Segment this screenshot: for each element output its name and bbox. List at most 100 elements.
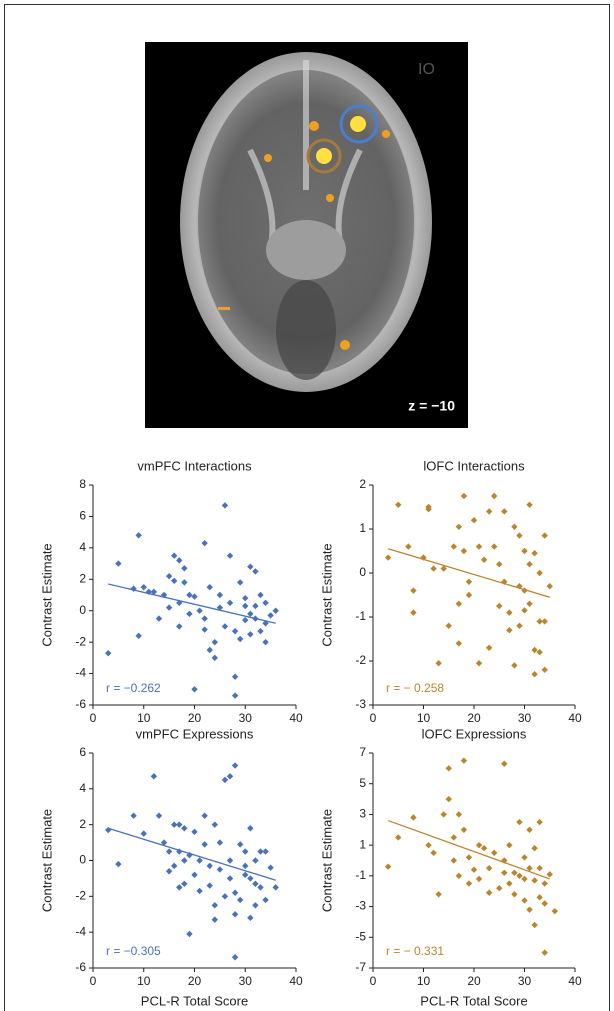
point bbox=[207, 647, 213, 653]
point bbox=[222, 623, 228, 629]
point bbox=[247, 825, 253, 831]
y-tick-label: 4 bbox=[79, 540, 86, 554]
x-tick-label: 30 bbox=[239, 711, 253, 725]
point bbox=[237, 636, 243, 642]
y-tick-label: 0 bbox=[79, 853, 86, 867]
point bbox=[262, 848, 268, 854]
corner-label: IO bbox=[418, 61, 435, 78]
point bbox=[516, 873, 522, 879]
point bbox=[217, 592, 223, 598]
point bbox=[536, 894, 542, 900]
point bbox=[451, 834, 457, 840]
point bbox=[222, 502, 228, 508]
point bbox=[242, 863, 248, 869]
point bbox=[181, 857, 187, 863]
x-tick-label: 20 bbox=[188, 711, 202, 725]
point bbox=[166, 604, 172, 610]
point bbox=[481, 557, 487, 563]
point bbox=[176, 623, 182, 629]
point bbox=[201, 626, 207, 632]
point bbox=[176, 557, 182, 563]
point bbox=[481, 845, 487, 851]
point bbox=[521, 876, 527, 882]
point bbox=[247, 631, 253, 637]
point bbox=[115, 560, 121, 566]
point bbox=[232, 890, 238, 896]
point bbox=[466, 592, 472, 598]
point bbox=[456, 601, 462, 607]
point bbox=[237, 897, 243, 903]
y-axis-label: Contrast Estimate bbox=[39, 543, 54, 646]
fit-line bbox=[108, 584, 275, 623]
point bbox=[385, 554, 391, 560]
y-tick-label: -4 bbox=[75, 924, 86, 938]
point bbox=[181, 579, 187, 585]
point bbox=[395, 834, 401, 840]
point bbox=[247, 564, 253, 570]
point bbox=[516, 819, 522, 825]
point bbox=[227, 773, 233, 779]
point bbox=[247, 875, 253, 881]
point bbox=[542, 618, 548, 624]
y-tick-label: -7 bbox=[355, 960, 366, 974]
point bbox=[196, 608, 202, 614]
slice-label: z = −10 bbox=[408, 398, 455, 414]
point bbox=[471, 867, 477, 873]
point bbox=[531, 550, 537, 556]
point bbox=[257, 592, 263, 598]
point bbox=[237, 579, 243, 585]
point bbox=[501, 508, 507, 514]
chart-title: lOFC Expressions bbox=[422, 726, 527, 741]
x-tick-label: 30 bbox=[518, 974, 532, 988]
y-tick-label: 4 bbox=[79, 781, 86, 795]
point bbox=[232, 692, 238, 698]
point bbox=[212, 639, 218, 645]
point bbox=[242, 872, 248, 878]
point bbox=[486, 890, 492, 896]
y-tick-label: 2 bbox=[359, 477, 366, 491]
point bbox=[521, 548, 527, 554]
point bbox=[466, 854, 472, 860]
point bbox=[466, 880, 472, 886]
point bbox=[232, 911, 238, 917]
point bbox=[247, 915, 253, 921]
point bbox=[476, 842, 482, 848]
point bbox=[476, 543, 482, 549]
point bbox=[486, 865, 492, 871]
point bbox=[542, 900, 548, 906]
y-tick-label: 6 bbox=[79, 745, 86, 759]
x-tick-label: 10 bbox=[417, 711, 431, 725]
point bbox=[552, 908, 558, 914]
figure: IO z = −10 vmPFC Interactions-6-4-202468… bbox=[0, 0, 614, 1011]
point bbox=[531, 845, 537, 851]
point bbox=[521, 854, 527, 860]
point bbox=[267, 612, 273, 618]
y-tick-label: 2 bbox=[79, 571, 86, 585]
point bbox=[171, 863, 177, 869]
point bbox=[252, 603, 258, 609]
y-tick-label: 1 bbox=[359, 837, 366, 851]
point bbox=[526, 906, 532, 912]
point bbox=[252, 902, 258, 908]
point bbox=[242, 603, 248, 609]
point bbox=[441, 811, 447, 817]
point bbox=[171, 553, 177, 559]
y-tick-label: -2 bbox=[75, 634, 86, 648]
point bbox=[247, 611, 253, 617]
chart-title: vmPFC Interactions bbox=[137, 458, 252, 473]
y-tick-label: -5 bbox=[355, 929, 366, 943]
point bbox=[486, 645, 492, 651]
y-axis-label: Contrast Estimate bbox=[319, 809, 334, 912]
point bbox=[536, 865, 542, 871]
point bbox=[273, 608, 279, 614]
point bbox=[156, 813, 162, 819]
y-tick-label: 0 bbox=[79, 603, 86, 617]
y-tick-label: -6 bbox=[75, 960, 86, 974]
point bbox=[547, 583, 553, 589]
point bbox=[446, 623, 452, 629]
point bbox=[242, 595, 248, 601]
x-tick-label: 30 bbox=[518, 711, 532, 725]
y-tick-label: 3 bbox=[359, 807, 366, 821]
point bbox=[542, 667, 548, 673]
point bbox=[105, 827, 111, 833]
